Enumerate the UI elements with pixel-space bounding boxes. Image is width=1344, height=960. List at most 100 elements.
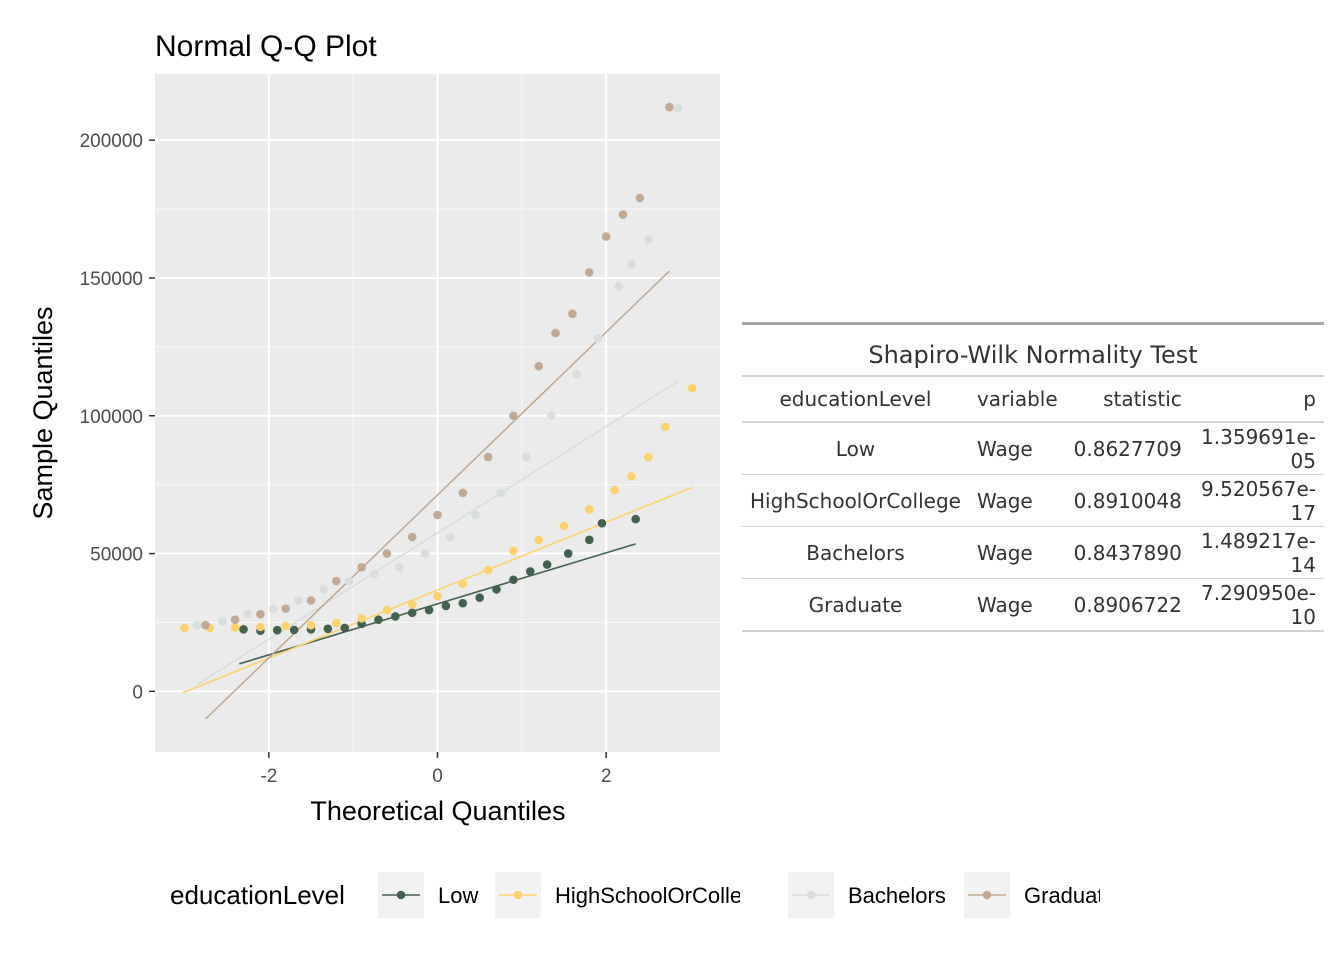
legend: Low HighSchoolOrCollege — [378, 872, 740, 918]
point-graduate — [618, 210, 628, 219]
point-graduate — [483, 452, 493, 462]
shapiro-wilk-table-container: Shapiro-Wilk Normality Test educationLev… — [742, 322, 1324, 632]
cell-p: 1.359691e-05 — [1189, 422, 1324, 475]
legend-label: HighSchoolOrCollege — [555, 883, 740, 908]
point-graduate — [382, 549, 392, 558]
point-low — [424, 605, 434, 615]
legend-label: Low — [438, 883, 478, 908]
point-bachelors — [344, 576, 354, 586]
point-highschoolorcollege — [627, 472, 636, 481]
point-low — [584, 535, 594, 545]
point-bachelors — [319, 585, 328, 594]
point-bachelors — [547, 411, 556, 421]
point-graduate — [665, 102, 674, 112]
point-bachelors — [673, 104, 683, 113]
point-bachelors — [627, 259, 636, 269]
point-bachelors — [521, 452, 531, 462]
legend-label: Graduate — [1024, 883, 1100, 908]
point-low — [374, 615, 383, 625]
cell-variable: Wage — [968, 526, 1066, 579]
point-graduate — [230, 615, 240, 625]
header-variable: variable — [968, 377, 1066, 423]
point-graduate — [509, 411, 518, 421]
point-highschoolorcollege — [306, 620, 316, 630]
point-bachelors — [192, 620, 202, 630]
point-graduate — [357, 563, 366, 572]
y-tick-label: 200000 — [80, 131, 143, 152]
point-low — [475, 593, 484, 602]
point-low — [509, 575, 518, 585]
y-axis-label: Sample Quantiles — [28, 306, 58, 519]
point-low — [597, 518, 607, 528]
legend-key-point — [513, 890, 523, 900]
point-low — [391, 612, 400, 621]
cell-variable: Wage — [968, 578, 1066, 632]
table-row: HighSchoolOrCollege Wage 0.8910048 9.520… — [742, 474, 1324, 527]
point-bachelors — [268, 604, 278, 613]
point-graduate — [306, 596, 316, 605]
point-bachelors — [614, 281, 624, 291]
cell-educationlevel: Low — [742, 422, 969, 475]
point-highschoolorcollege — [407, 600, 417, 609]
point-graduate — [551, 328, 560, 338]
chart-title: Normal Q-Q Plot — [155, 30, 377, 63]
point-highschoolorcollege — [509, 546, 518, 556]
point-graduate — [601, 232, 611, 241]
table-row: Bachelors Wage 0.8437890 1.489217e-14 — [742, 526, 1324, 579]
point-highschoolorcollege — [483, 565, 493, 575]
x-tick-label: -2 — [260, 766, 277, 787]
legend-key-point — [982, 890, 992, 900]
cell-educationlevel: Bachelors — [742, 526, 969, 579]
point-highschoolorcollege — [281, 621, 291, 631]
point-low — [272, 625, 282, 635]
point-bachelors — [644, 235, 653, 244]
point-low — [323, 624, 333, 634]
point-graduate — [584, 268, 594, 277]
cell-p: 9.520567e-17 — [1189, 474, 1324, 527]
point-highschoolorcollege — [610, 485, 619, 495]
point-graduate — [458, 488, 468, 498]
point-bachelors — [572, 370, 581, 379]
axes: -2 0 2 0 50000 100000 150000 200000 — [80, 131, 612, 787]
point-bachelors — [369, 569, 379, 579]
point-graduate — [568, 309, 577, 319]
point-low — [441, 601, 451, 611]
cell-p: 1.489217e-14 — [1189, 526, 1324, 579]
y-tick-label: 0 — [132, 682, 143, 703]
point-graduate — [407, 532, 417, 542]
legend-item-low: Low — [378, 872, 478, 918]
legend-continued: Bachelors Graduate — [788, 872, 1100, 918]
point-low — [340, 623, 350, 633]
point-low — [458, 598, 468, 608]
point-graduate — [201, 620, 210, 630]
point-low — [492, 585, 501, 594]
table-header-row: educationLevel variable statistic p — [742, 377, 1324, 423]
x-tick-label: 0 — [432, 766, 443, 787]
cell-variable: Wage — [968, 422, 1066, 475]
shapiro-wilk-table: Shapiro-Wilk Normality Test educationLev… — [742, 322, 1324, 632]
header-statistic: statistic — [1065, 377, 1190, 423]
cell-statistic: 0.8437890 — [1065, 526, 1190, 579]
cell-statistic: 0.8910048 — [1065, 474, 1190, 527]
reference-lines — [182, 270, 693, 720]
point-low — [631, 514, 640, 524]
point-bachelors — [395, 563, 404, 572]
point-low — [407, 608, 417, 618]
point-graduate — [256, 609, 265, 619]
point-graduate — [332, 576, 341, 586]
point-bachelors — [420, 549, 430, 558]
cell-variable: Wage — [968, 474, 1066, 527]
y-tick-label: 150000 — [80, 269, 143, 290]
point-bachelors — [218, 616, 227, 626]
point-bachelors — [496, 488, 506, 498]
y-tick-label: 100000 — [80, 407, 143, 428]
point-highschoolorcollege — [534, 535, 543, 545]
point-highschoolorcollege — [559, 521, 569, 531]
legend-key-point — [806, 890, 816, 900]
legend-key-point — [396, 890, 406, 900]
cell-educationlevel: HighSchoolOrCollege — [742, 474, 969, 527]
point-highschoolorcollege — [644, 452, 653, 462]
table-row: Graduate Wage 0.8906722 7.290950e-10 — [742, 578, 1324, 632]
point-graduate — [281, 604, 291, 613]
header-educationlevel: educationLevel — [742, 377, 969, 423]
